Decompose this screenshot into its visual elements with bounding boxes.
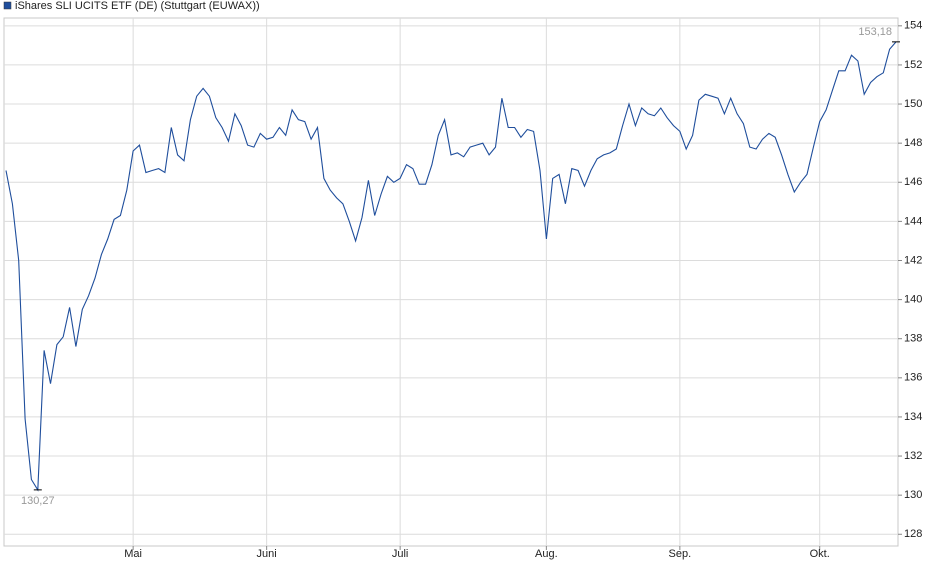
y-tick-label: 148 <box>904 137 922 149</box>
y-tick-label: 132 <box>904 450 922 462</box>
y-tick-label: 142 <box>904 254 922 266</box>
y-tick-label: 144 <box>904 215 922 227</box>
price-line <box>5 41 897 492</box>
legend-label: iShares SLI UCITS ETF (DE) (Stuttgart (E… <box>15 0 260 12</box>
x-tick-label: Juni <box>257 548 277 560</box>
y-tick-label: 134 <box>904 411 922 423</box>
y-tick-label: 140 <box>904 294 922 306</box>
y-tick-label: 146 <box>904 176 922 188</box>
y-tick-label: 150 <box>904 98 922 110</box>
plot-area <box>3 17 899 547</box>
y-tick-label: 130 <box>904 489 922 501</box>
x-tick-label: Mai <box>124 548 142 560</box>
x-tick-label: Okt. <box>810 548 830 560</box>
x-tick-label: Juli <box>392 548 409 560</box>
x-tick-label: Sep. <box>669 548 692 560</box>
y-tick-label: 128 <box>904 528 922 540</box>
y-tick-label: 136 <box>904 372 922 384</box>
x-tick-label: Aug. <box>535 548 558 560</box>
value-label: 130,27 <box>21 495 55 507</box>
y-tick-label: 138 <box>904 333 922 345</box>
y-tick-label: 152 <box>904 59 922 71</box>
y-tick-label: 154 <box>904 20 922 32</box>
value-label: 153,18 <box>858 26 892 38</box>
legend-swatch <box>3 1 12 10</box>
